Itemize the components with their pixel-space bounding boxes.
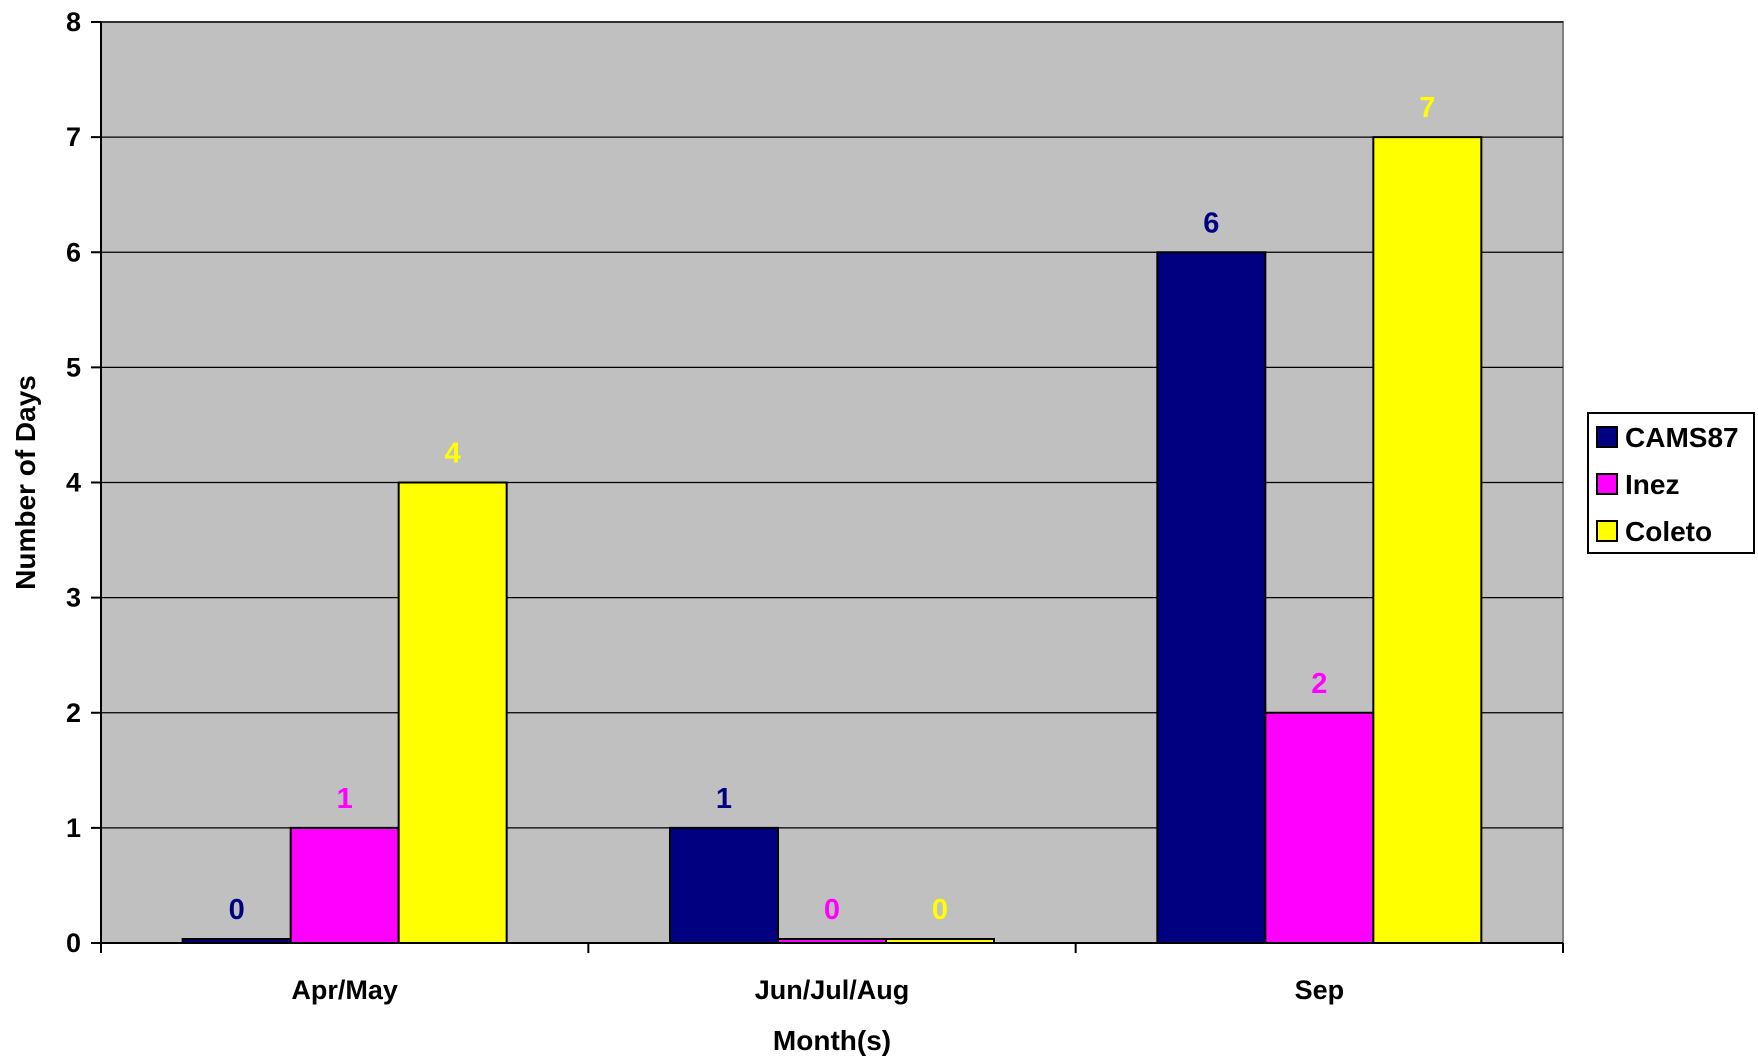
bar-inez-0 — [289, 826, 400, 944]
data-label-coleto-2: 7 — [1419, 92, 1435, 124]
legend-label-cams87: CAMS87 — [1625, 422, 1739, 453]
bars — [181, 136, 1483, 944]
bar-cams87-1 — [669, 826, 779, 944]
data-labels: 0 1 4 1 0 0 6 2 7 — [229, 92, 1436, 926]
y-tick-label-8: 8 — [66, 7, 81, 37]
y-tick-label-3: 3 — [66, 583, 81, 613]
x-tick-label-0: Apr/May — [291, 975, 398, 1005]
y-tick-label-5: 5 — [66, 352, 81, 382]
data-label-coleto-0: 4 — [445, 438, 461, 470]
data-label-cams87-2: 6 — [1203, 207, 1219, 239]
y-tick-label-7: 7 — [66, 122, 81, 152]
y-tick-label-0: 0 — [66, 928, 81, 958]
legend-swatch-inez — [1596, 473, 1618, 495]
legend-swatch-coleto — [1596, 520, 1618, 542]
data-label-coleto-1: 0 — [932, 894, 948, 926]
legend-swatch-cams87 — [1596, 426, 1618, 448]
bar-coleto-2 — [1372, 136, 1483, 944]
bar-coleto-0 — [397, 481, 508, 944]
data-label-inez-2: 2 — [1311, 668, 1327, 700]
x-tick-labels: Apr/May Jun/Jul/Aug Sep — [291, 975, 1344, 1005]
bar-inez-2 — [1264, 711, 1375, 944]
x-tick-label-1: Jun/Jul/Aug — [755, 975, 910, 1005]
data-label-inez-0: 1 — [337, 783, 353, 815]
legend-label-inez: Inez — [1625, 469, 1679, 500]
y-tick-label-4: 4 — [66, 468, 81, 498]
data-label-inez-1: 0 — [824, 894, 840, 926]
x-axis-title: Month(s) — [773, 1025, 891, 1056]
data-label-cams87-1: 1 — [716, 783, 732, 815]
bar-cams87-2 — [1156, 251, 1267, 944]
y-tick-label-6: 6 — [66, 237, 81, 267]
y-tick-label-1: 1 — [66, 813, 81, 843]
y-tick-label-2: 2 — [66, 698, 81, 728]
data-label-cams87-0: 0 — [229, 894, 245, 926]
axes — [91, 21, 1564, 953]
y-tick-labels: 0 1 2 3 4 5 6 7 8 — [66, 7, 81, 958]
y-axis-title: Number of Days — [10, 375, 41, 590]
x-tick-label-2: Sep — [1295, 975, 1345, 1005]
legend: CAMS87 Inez Coleto — [1587, 412, 1755, 554]
legend-label-coleto: Coleto — [1625, 516, 1712, 547]
